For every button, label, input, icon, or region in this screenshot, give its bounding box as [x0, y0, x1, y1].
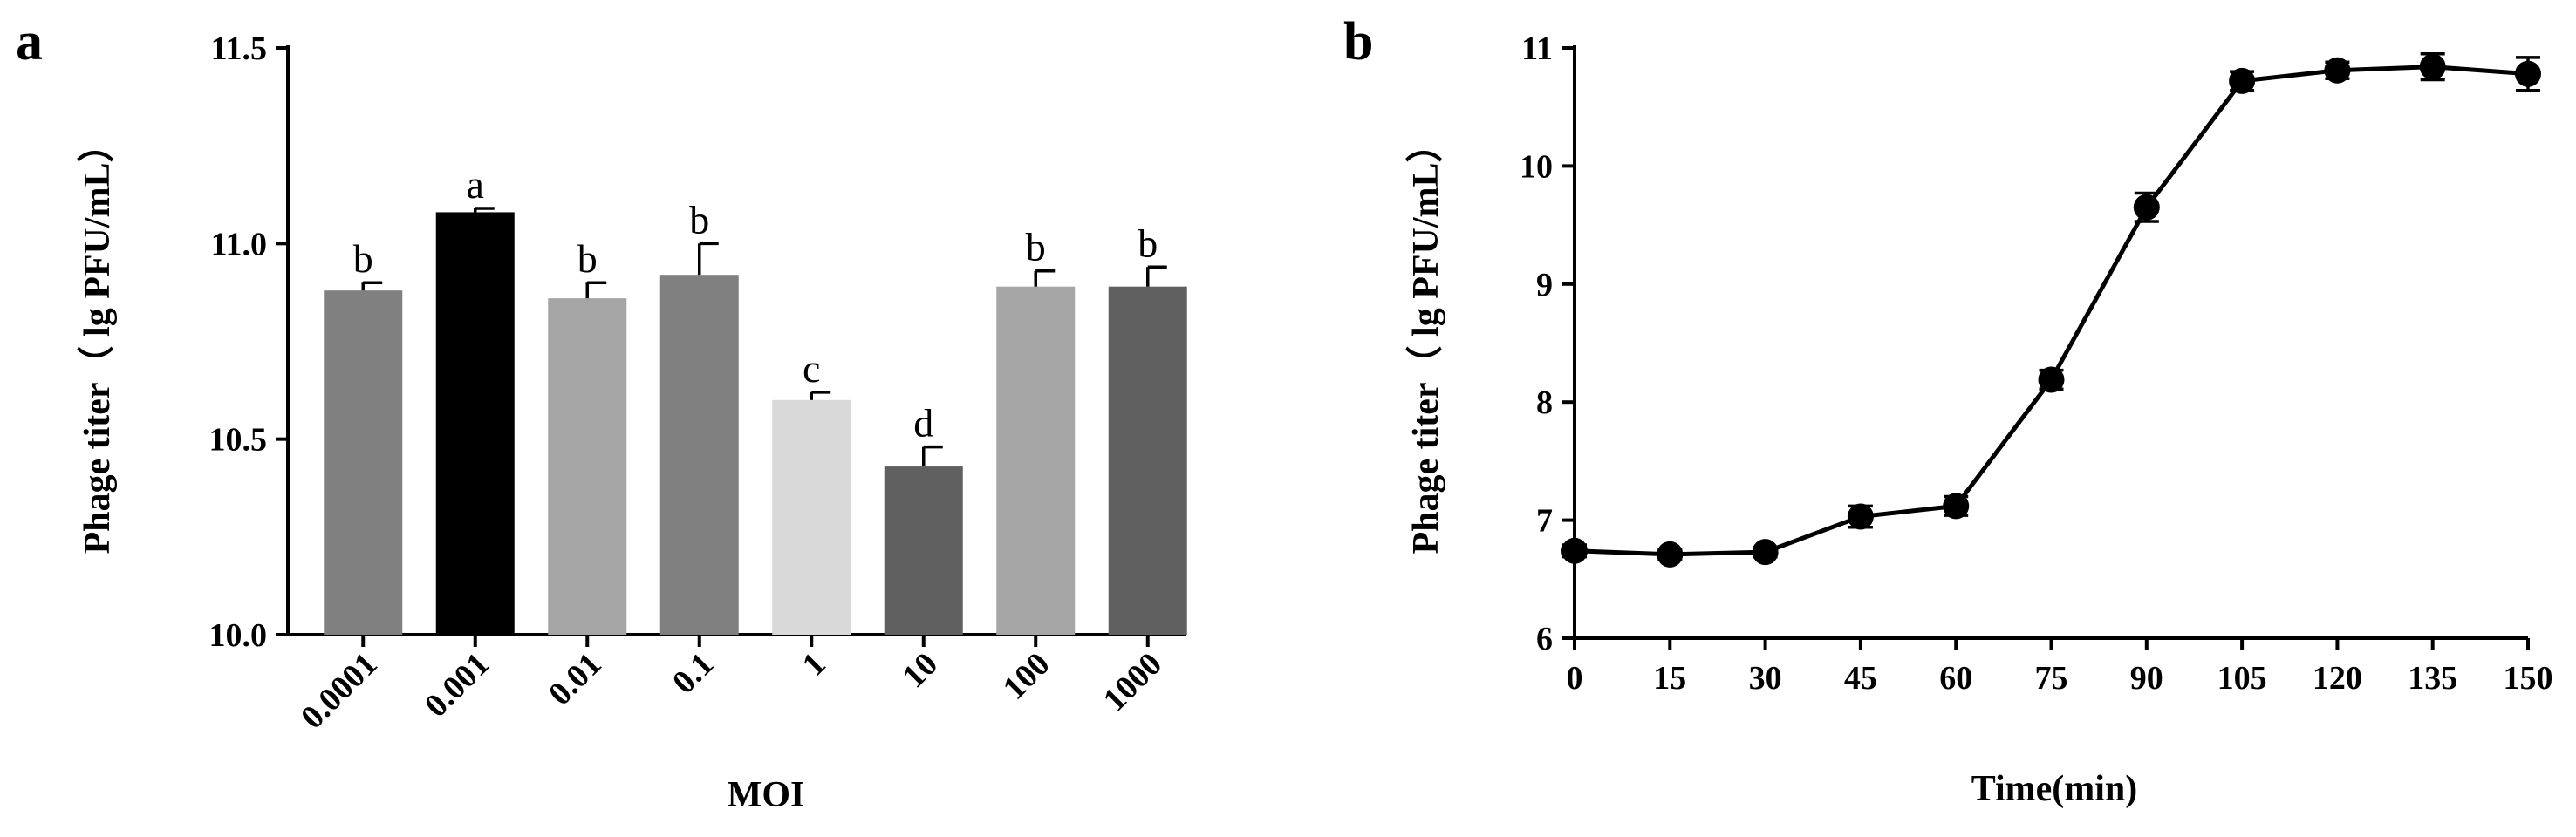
a-y-tick-label: 10.0: [209, 617, 268, 654]
b-data-point: [1561, 537, 1588, 564]
a-y-tick-label: 11.0: [211, 226, 267, 262]
a-significance-letter: a: [467, 162, 484, 207]
b-data-point: [1657, 541, 1684, 568]
a-bar: [996, 286, 1076, 635]
b-data-point: [2419, 53, 2446, 80]
b-data-point: [2229, 67, 2256, 94]
a-y-tick-label: 11.5: [211, 31, 267, 67]
b-x-tick-label: 0: [1567, 660, 1583, 697]
b-x-tick-label: 75: [2035, 660, 2068, 697]
panel-a-x-axis-title: MOI: [728, 775, 805, 815]
b-data-point: [1943, 493, 1970, 520]
panel-b-line-chart: b Phage titer（ lg PFU/mL） Time(min) 6 7 8 9…: [1343, 12, 2553, 809]
b-data-point: [2133, 194, 2160, 221]
a-y-tick-label: 10.5: [209, 422, 268, 459]
panel-b-x-axis-title: Time(min): [1971, 769, 2138, 809]
a-bar: [324, 290, 403, 635]
b-x-tick-label: 120: [2313, 660, 2362, 697]
b-data-point: [1752, 539, 1779, 566]
a-significance-letter: c: [803, 346, 820, 391]
a-significance-letter: b: [1026, 225, 1046, 269]
panel-b-y-axis-title: Phage titer（ lg PFU/mL）: [1405, 126, 1446, 554]
a-significance-letter: b: [1138, 221, 1158, 265]
a-significance-letter: d: [913, 401, 933, 446]
a-bar: [659, 275, 739, 635]
b-data-point: [2038, 366, 2065, 393]
a-bar: [772, 399, 851, 635]
b-x-tick-label: 135: [2408, 660, 2457, 697]
b-x-tick-label: 90: [2130, 660, 2163, 697]
b-data-point: [1847, 503, 1874, 530]
b-data-point: [2324, 57, 2351, 84]
a-bar: [548, 298, 627, 635]
b-x-tick-label: 30: [1749, 660, 1782, 697]
b-y-tick-label: 7: [1536, 503, 1553, 540]
a-significance-letter: b: [577, 236, 598, 281]
panel-b-letter: b: [1343, 12, 1373, 71]
b-y-tick-label: 10: [1520, 148, 1553, 185]
b-data-point: [2515, 60, 2541, 87]
a-significance-letter: b: [689, 197, 709, 242]
a-bar: [884, 466, 963, 635]
b-x-tick-label: 60: [1939, 660, 1972, 697]
b-x-tick-label: 150: [2504, 660, 2553, 697]
a-bar: [1108, 286, 1187, 635]
b-x-tick-label: 105: [2217, 660, 2267, 697]
b-x-tick-label: 45: [1844, 660, 1877, 697]
b-y-tick-label: 6: [1536, 621, 1553, 657]
a-significance-letter: b: [353, 236, 373, 281]
panel-a-letter: a: [16, 12, 43, 71]
a-bar: [435, 212, 515, 635]
b-y-tick-label: 11: [1521, 31, 1553, 67]
b-y-tick-label: 9: [1536, 267, 1553, 303]
b-y-tick-label: 8: [1536, 384, 1553, 421]
panel-a-y-axis-title: Phage titer（ lg PFU/mL）: [77, 126, 118, 554]
b-x-tick-label: 15: [1653, 660, 1686, 697]
